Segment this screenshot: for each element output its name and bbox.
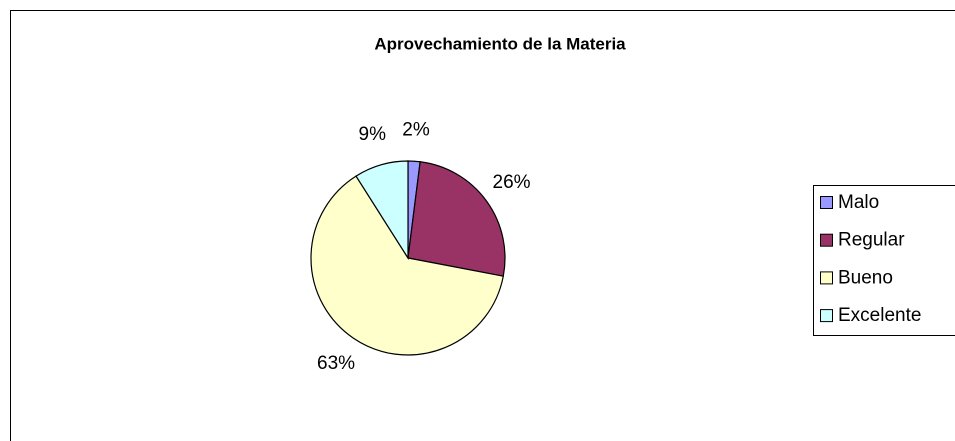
data-label: 26%	[493, 172, 531, 193]
data-label: 63%	[317, 353, 355, 374]
data-label: 2%	[402, 119, 430, 140]
legend-swatch	[820, 233, 833, 247]
legend-label: Bueno	[838, 267, 893, 288]
legend-label: Excelente	[838, 305, 921, 326]
legend-label: Malo	[838, 192, 879, 213]
pie-slice	[355, 160, 409, 261]
pie-slice	[310, 175, 504, 356]
pie-slice	[407, 161, 506, 277]
chart-title: Aprovechamiento de la Materia	[374, 34, 626, 53]
data-label: 9%	[359, 124, 387, 145]
legend-swatch	[820, 309, 833, 323]
legend-swatch	[820, 196, 833, 209]
legend-box	[813, 185, 955, 336]
legend-swatch	[820, 271, 833, 285]
legend-label: Regular	[838, 230, 905, 251]
